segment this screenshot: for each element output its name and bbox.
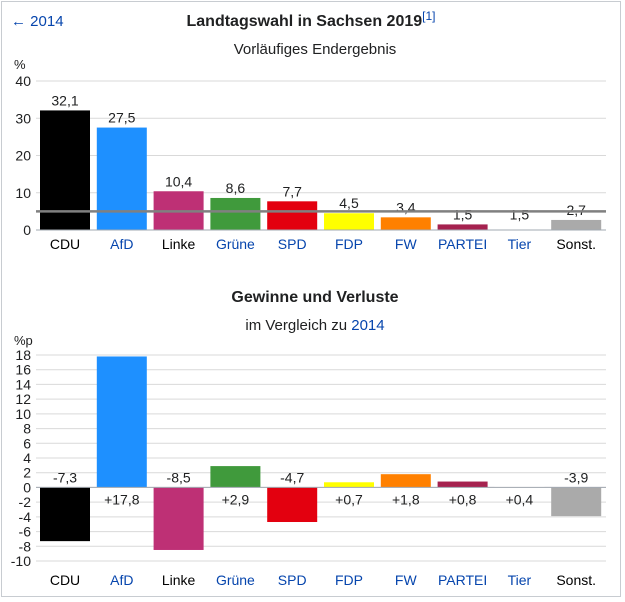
changes-bar-fw xyxy=(380,474,431,488)
results-value-label: 27,5 xyxy=(108,110,135,126)
changes-value-label: +0,7 xyxy=(335,491,363,507)
changes-bar-tier xyxy=(494,484,545,488)
results-y-tick: 0 xyxy=(23,222,31,238)
changes-bar-spd xyxy=(267,487,318,523)
changes-value-label: -3,9 xyxy=(564,469,588,485)
changes-y-tick: 14 xyxy=(15,376,31,392)
changes-y-tick: 16 xyxy=(15,362,31,378)
changes-value-label: -4,7 xyxy=(280,469,304,485)
changes-bar-partei xyxy=(437,481,488,488)
changes-bar-fdp xyxy=(324,482,374,488)
changes-category-label[interactable]: FW xyxy=(395,572,418,588)
chart-title: Landtagswahl in Sachsen 2019[1] xyxy=(187,9,436,30)
results-bar-spd xyxy=(267,201,318,230)
changes-category-label[interactable]: AfD xyxy=(110,572,133,588)
results-bar-partei xyxy=(437,224,488,230)
changes-value-label: +0,8 xyxy=(449,491,477,507)
changes-bar-linke xyxy=(153,487,204,550)
results-bar-afd xyxy=(96,127,147,230)
changes-y-tick: -2 xyxy=(19,494,32,510)
results-chart: 0 10 20 30 40% 32,1 CDU 27,5 AfD 10,4 Linke 8,6 Grün… xyxy=(14,57,606,252)
chart-subtitle: Vorläufiges Endergebnis xyxy=(234,41,397,58)
results-bar-fdp xyxy=(324,213,374,230)
changes-category-label: CDU xyxy=(50,572,80,588)
changes-category-label: Linke xyxy=(162,572,196,588)
results-value-label: 10,4 xyxy=(165,173,192,189)
results-category-label[interactable]: SPD xyxy=(278,236,307,252)
changes-value-label: +0,4 xyxy=(506,491,534,507)
changes-y-tick: 12 xyxy=(15,391,31,407)
results-category-label[interactable]: FW xyxy=(395,236,418,252)
changes-category-label[interactable]: Tier xyxy=(508,572,532,588)
changes-category-label: Sonst. xyxy=(556,572,596,588)
changes-y-tick: -4 xyxy=(19,509,32,525)
results-y-tick: 10 xyxy=(15,185,31,201)
changes-bar-grne xyxy=(210,466,261,488)
results-y-unit: % xyxy=(14,57,26,72)
changes-y-tick: 18 xyxy=(15,347,31,363)
changes-title: Gewinne und Verluste xyxy=(231,289,398,306)
results-y-tick: 30 xyxy=(15,110,31,126)
changes-y-tick: -6 xyxy=(19,524,32,540)
results-value-label: 32,1 xyxy=(51,92,78,108)
results-category-label[interactable]: FDP xyxy=(335,236,363,252)
results-bar-sonst xyxy=(551,219,602,230)
changes-category-label[interactable]: FDP xyxy=(335,572,363,588)
changes-subtitle: im Vergleich zu 2014 xyxy=(245,317,384,334)
results-category-label[interactable]: Tier xyxy=(508,236,532,252)
changes-y-tick: -10 xyxy=(11,553,31,569)
results-value-label: 2,7 xyxy=(566,202,586,218)
results-value-label: 3,4 xyxy=(396,199,416,215)
changes-y-tick: 8 xyxy=(23,421,31,437)
changes-y-tick: 6 xyxy=(23,435,31,451)
results-value-label: 1,5 xyxy=(453,206,473,222)
results-category-label[interactable]: Grüne xyxy=(216,236,255,252)
results-category-label: CDU xyxy=(50,236,80,252)
changes-value-label: +2,9 xyxy=(222,491,250,507)
results-category-label: Linke xyxy=(162,236,196,252)
changes-value-label: +17,8 xyxy=(104,491,140,507)
results-bar-fw xyxy=(380,217,431,230)
changes-bar-sonst xyxy=(551,487,602,517)
results-y-tick: 20 xyxy=(15,148,31,164)
changes-category-label[interactable]: Grüne xyxy=(216,572,255,588)
changes-bar-cdu xyxy=(40,487,90,542)
results-value-label: 1,5 xyxy=(510,206,530,222)
results-value-label: 4,5 xyxy=(339,195,359,211)
changes-y-tick: 10 xyxy=(15,406,31,422)
back-link[interactable]: ← 2014 xyxy=(11,13,64,30)
changes-y-unit: %p xyxy=(14,333,33,348)
results-bar-cdu xyxy=(40,110,90,230)
results-bar-tier xyxy=(494,224,545,230)
results-category-label[interactable]: PARTEI xyxy=(438,236,487,252)
results-value-label: 8,6 xyxy=(226,180,246,196)
changes-value-label: +1,8 xyxy=(392,491,420,507)
changes-bar-afd xyxy=(96,356,147,488)
changes-y-tick: 4 xyxy=(23,450,31,466)
changes-subtitle-prefix: im Vergleich zu xyxy=(245,317,347,334)
changes-category-label[interactable]: PARTEI xyxy=(438,572,487,588)
results-y-tick: 40 xyxy=(15,73,31,89)
chart-title-text: Landtagswahl in Sachsen 2019 xyxy=(187,13,423,30)
changes-value-label: -8,5 xyxy=(167,469,191,485)
changes-value-label: -7,3 xyxy=(53,469,77,485)
changes-y-tick: 0 xyxy=(23,479,31,495)
results-category-label: Sonst. xyxy=(556,236,596,252)
changes-category-label[interactable]: SPD xyxy=(278,572,307,588)
results-bar-grne xyxy=(210,197,261,230)
results-category-label[interactable]: AfD xyxy=(110,236,133,252)
title-reference-link[interactable]: [1] xyxy=(422,9,435,23)
changes-y-tick: 2 xyxy=(23,465,31,481)
changes-subtitle-link[interactable]: 2014 xyxy=(351,317,384,334)
results-value-label: 7,7 xyxy=(282,183,302,199)
changes-y-tick: -8 xyxy=(19,538,32,554)
